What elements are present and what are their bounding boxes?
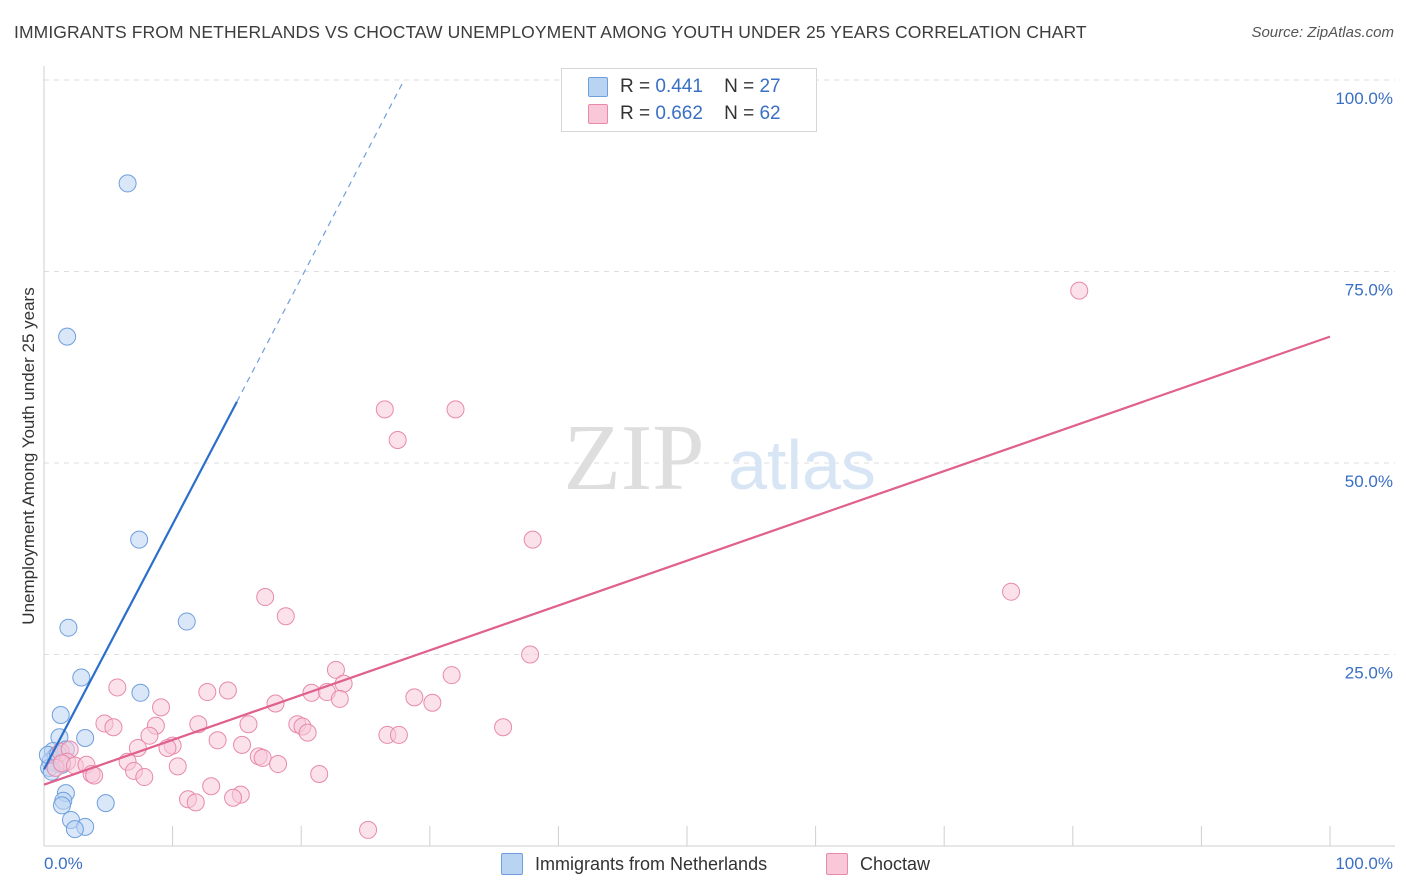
- trend-line-netherlands: [43, 401, 238, 770]
- series-choctaw-points: [46, 281, 1089, 839]
- y-tick-label: 50.0%: [1345, 472, 1393, 491]
- data-point-choctaw: [494, 718, 513, 737]
- data-point-netherlands: [118, 174, 137, 193]
- data-point-choctaw: [208, 731, 227, 750]
- legend-swatch-blue: [588, 77, 608, 97]
- data-point-choctaw: [359, 820, 378, 839]
- data-point-choctaw: [233, 735, 252, 754]
- data-point-choctaw: [388, 431, 407, 450]
- data-point-netherlands: [96, 794, 115, 813]
- data-point-netherlands: [72, 668, 91, 687]
- data-point-choctaw: [202, 777, 221, 796]
- data-point-choctaw: [330, 689, 349, 708]
- data-point-netherlands: [53, 796, 72, 815]
- source-label: Source: ZipAtlas.com: [1251, 24, 1394, 41]
- data-point-choctaw: [326, 660, 345, 679]
- data-point-choctaw: [310, 764, 329, 783]
- axes: [43, 66, 1395, 847]
- correlation-legend: R = 0.441 N = 27 R = 0.662 N = 62: [561, 68, 817, 132]
- data-point-choctaw: [218, 681, 237, 700]
- data-point-choctaw: [269, 755, 288, 774]
- legend-label-netherlands: Immigrants from Netherlands: [535, 853, 768, 874]
- data-point-choctaw: [389, 725, 408, 744]
- y-axis-label: Unemployment Among Youth under 25 years: [19, 287, 38, 624]
- data-point-netherlands: [177, 612, 196, 631]
- legend-swatch-pink: [588, 104, 608, 124]
- legend-n-label: N =: [724, 76, 755, 97]
- legend-r-label: R =: [620, 103, 651, 124]
- legend-r-value: 0.441: [655, 76, 703, 97]
- data-point-choctaw: [253, 748, 272, 767]
- data-point-choctaw: [108, 678, 127, 697]
- data-point-netherlands: [51, 706, 70, 725]
- data-point-choctaw: [186, 793, 205, 812]
- data-point-choctaw: [140, 726, 159, 745]
- data-point-choctaw: [423, 693, 442, 712]
- data-point-choctaw: [1070, 281, 1089, 300]
- legend-r-label: R =: [620, 76, 651, 97]
- data-point-choctaw: [298, 723, 317, 742]
- data-point-choctaw: [168, 757, 187, 776]
- trend-lines: [43, 79, 1331, 786]
- data-point-choctaw: [198, 683, 217, 702]
- chart-title: IMMIGRANTS FROM NETHERLANDS VS CHOCTAW U…: [14, 22, 1087, 42]
- data-point-choctaw: [276, 607, 295, 626]
- legend-item-choctaw: Choctaw: [826, 852, 930, 876]
- data-point-netherlands: [58, 327, 77, 346]
- watermark-atlas: atlas: [728, 426, 876, 504]
- data-point-choctaw: [375, 400, 394, 419]
- watermark: ZIP atlas: [564, 406, 876, 510]
- data-point-netherlands: [65, 820, 84, 839]
- watermark-zip: ZIP: [564, 406, 705, 510]
- data-point-choctaw: [256, 588, 275, 607]
- trend-line-netherlands-extension: [236, 79, 405, 402]
- legend-n-label: N =: [724, 103, 755, 124]
- x-tick-label: 100.0%: [1335, 854, 1393, 873]
- trend-line-choctaw: [43, 335, 1331, 786]
- legend-r-value: 0.662: [655, 103, 703, 124]
- data-point-choctaw: [442, 666, 461, 685]
- y-tick-label: 75.0%: [1345, 281, 1393, 300]
- legend-label-choctaw: Choctaw: [860, 853, 931, 874]
- data-point-choctaw: [152, 698, 171, 717]
- x-tick-label: 0.0%: [44, 854, 83, 873]
- data-point-netherlands: [130, 530, 149, 549]
- y-tick-label: 25.0%: [1345, 664, 1393, 683]
- data-point-netherlands: [76, 728, 95, 747]
- legend-swatch-pink: [826, 853, 848, 875]
- data-point-netherlands: [131, 683, 150, 702]
- legend-n-value: 27: [759, 76, 781, 97]
- data-point-choctaw: [104, 718, 123, 737]
- data-point-choctaw: [521, 645, 540, 664]
- data-point-choctaw: [239, 715, 258, 734]
- y-tick-label: 100.0%: [1335, 89, 1393, 108]
- data-point-choctaw: [405, 688, 424, 707]
- legend-n-value: 62: [759, 103, 781, 124]
- legend-item-netherlands: Immigrants from Netherlands: [501, 852, 767, 876]
- tick-labels: 25.0% 50.0% 75.0% 100.0% 0.0% 100.0%: [44, 89, 1393, 873]
- data-point-choctaw: [224, 788, 243, 807]
- data-point-choctaw: [446, 400, 465, 419]
- data-point-choctaw: [135, 768, 154, 787]
- data-point-choctaw: [1002, 582, 1021, 601]
- data-point-choctaw: [523, 530, 542, 549]
- legend-swatch-blue: [501, 853, 523, 875]
- data-point-netherlands: [59, 618, 78, 637]
- grid-lines: [44, 79, 1395, 655]
